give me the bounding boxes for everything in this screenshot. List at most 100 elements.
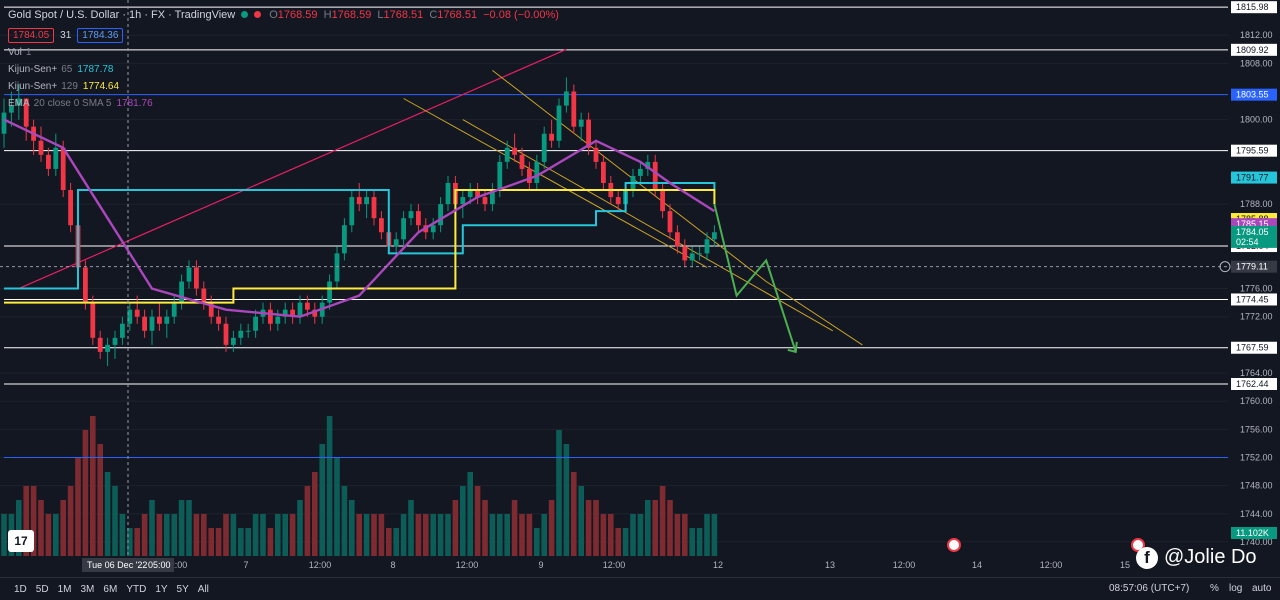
volume-bar: [497, 514, 503, 556]
range-button[interactable]: 1M: [57, 583, 72, 595]
volume-bar: [23, 486, 29, 556]
candle-body: [149, 316, 155, 331]
volume-bar: [127, 528, 133, 556]
candle-body: [275, 316, 281, 324]
percent-toggle[interactable]: %: [1210, 583, 1219, 594]
price-tick-label: 1760.00: [1240, 396, 1273, 406]
range-button[interactable]: 1D: [14, 583, 27, 595]
candle-body: [475, 190, 480, 198]
indicator-params: 65: [61, 64, 73, 75]
volume-bar: [563, 444, 570, 556]
candle-body: [253, 316, 258, 331]
range-button[interactable]: 6M: [103, 583, 118, 595]
indicator-price-label-countdown: 02:54: [1236, 237, 1259, 247]
us-flag-icon: [947, 538, 961, 552]
range-button[interactable]: 5D: [35, 583, 49, 595]
candle-body: [208, 302, 214, 317]
volume-bar: [319, 444, 325, 556]
candle-body: [564, 91, 569, 106]
symbol-title[interactable]: Gold Spot / U.S. Dollar · 1h · FX · Trad…: [8, 8, 236, 21]
candle-body: [697, 253, 702, 255]
indicator-name: Kijun-Sen+: [8, 81, 58, 92]
indicator-row[interactable]: Kijun-Sen+ 129 1774.64: [8, 78, 562, 95]
candle-body: [83, 267, 88, 303]
time-tick-label: 12:00: [165, 560, 188, 570]
volume-bar: [645, 500, 651, 556]
channel-line: [462, 119, 834, 332]
candle-body: [46, 154, 51, 169]
price-tick-label: 1788.00: [1240, 199, 1273, 209]
legend-header: Gold Spot / U.S. Dollar · 1h · FX · Trad…: [8, 6, 562, 23]
candle-body: [290, 309, 295, 317]
price-tick-label: 1740.00: [1240, 537, 1273, 547]
volume-bar: [112, 486, 118, 556]
candle-body: [120, 323, 125, 338]
sell-button[interactable]: 1784.05: [8, 28, 55, 43]
watermark: f @Jolie Do: [1136, 546, 1257, 569]
volume-bar: [556, 430, 562, 556]
indicator-row[interactable]: Vol 1: [8, 44, 562, 61]
time-tick-label: 9: [538, 560, 543, 570]
range-button[interactable]: YTD: [126, 583, 147, 595]
range-button[interactable]: 1Y: [155, 583, 168, 595]
indicator-price-label-bg: [1231, 171, 1277, 184]
candle-body: [416, 211, 421, 226]
crosshair-time-label: Tue 06 Dec '22: [87, 560, 147, 570]
level-price-label-bg: [1231, 1, 1277, 14]
volume-bar: [1, 514, 7, 556]
indicator-value: 1774.64: [82, 81, 120, 92]
volume-bar: [201, 514, 207, 556]
volume-bar: [534, 528, 540, 556]
price-tick-label: 1800.00: [1240, 115, 1273, 125]
candle-body: [549, 133, 554, 141]
candle-body: [556, 105, 562, 141]
range-button[interactable]: All: [197, 583, 209, 595]
volume-bar: [334, 458, 340, 556]
indicator-name: EMA: [8, 98, 30, 109]
candle-body: [164, 316, 170, 324]
volume-bar: [289, 514, 296, 556]
legend: Gold Spot / U.S. Dollar · 1h · FX · Trad…: [8, 6, 562, 112]
buy-button[interactable]: 1784.36: [77, 28, 124, 43]
range-button[interactable]: 5Y: [176, 583, 189, 595]
time-tick-label: 15: [1120, 560, 1130, 570]
candle-body: [652, 161, 658, 191]
candle-body: [60, 147, 66, 191]
volume-bar: [474, 486, 481, 556]
ohlc-open: O1768.59: [269, 8, 318, 21]
candle-body: [601, 161, 606, 183]
add-alert-icon[interactable]: [1219, 261, 1231, 273]
candle-body: [334, 253, 340, 282]
range-button[interactable]: 3M: [80, 583, 95, 595]
time-tick-label: 8: [390, 560, 395, 570]
volume-bar: [652, 500, 658, 556]
price-tick-label: 1772.00: [1240, 312, 1273, 322]
time-tick-label: 14: [972, 560, 982, 570]
ema-20-line: [3, 118, 716, 318]
auto-toggle[interactable]: auto: [1252, 583, 1272, 594]
candle-body: [127, 309, 133, 324]
volume-bar: [156, 514, 163, 556]
volume-bar: [60, 500, 66, 556]
indicator-row[interactable]: Kijun-Sen+ 65 1787.78: [8, 61, 562, 78]
candle-body: [534, 161, 540, 183]
volume-bar: [467, 472, 473, 556]
level-price-label: 1803.55: [1236, 90, 1269, 100]
candle-body: [638, 168, 643, 176]
channel-line: [492, 70, 863, 346]
volume-bar: [38, 500, 44, 556]
volume-bar: [519, 514, 525, 556]
volume-bar: [215, 528, 222, 556]
clock[interactable]: 08:57:06 (UTC+7): [1109, 583, 1190, 594]
volume-bar: [682, 514, 688, 556]
price-axis: 1812.00 1808.00 1800.00 1788.00 1776.00 1772.…: [1231, 1, 1277, 547]
indicator-params: 20 close 0 SMA 5: [33, 98, 112, 109]
volume-bar: [696, 528, 703, 556]
indicator-row[interactable]: EMA 20 close 0 SMA 5 1781.76: [8, 95, 562, 112]
indicator-price-label: 1784.05: [1236, 227, 1269, 237]
candle-body: [497, 161, 503, 191]
bottom-toolbar: 1D 5D 1M 3M 6M YTD 1Y 5Y All 08:57:06 (UTC+7) % …: [0, 577, 1280, 600]
log-toggle[interactable]: log: [1229, 583, 1243, 594]
volume-bar: [16, 500, 22, 556]
